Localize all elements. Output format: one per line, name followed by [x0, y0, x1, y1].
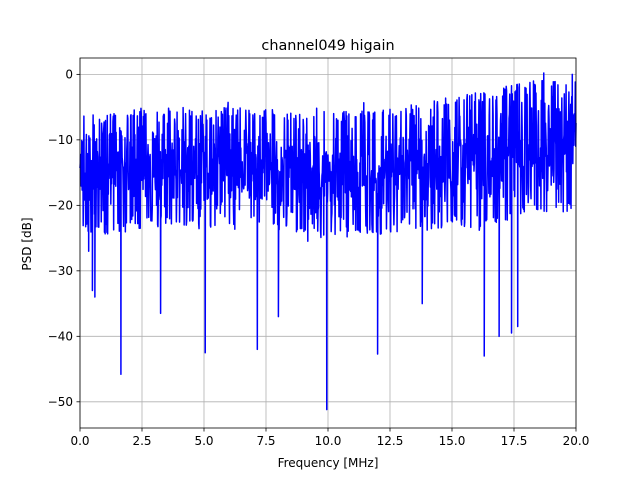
x-tick-label: 17.5: [501, 434, 528, 448]
y-axis-label: PSD [dB]: [20, 217, 34, 270]
x-tick-label: 12.5: [377, 434, 404, 448]
x-tick-label: 15.0: [439, 434, 466, 448]
psd-series-line: [79, 72, 577, 411]
y-tick-label: −30: [48, 264, 73, 278]
x-tick-label: 20.0: [563, 434, 590, 448]
x-tick-label: 7.5: [256, 434, 275, 448]
tick-layer: 0.0 2.5 5.0 7.5 10.0 12.5 15.0 17.5 20.0 0 −10 −20 −…: [48, 68, 590, 448]
y-tick-label: −40: [48, 330, 73, 344]
x-tick-label: 2.5: [132, 434, 151, 448]
chart-title: channel049 higain: [261, 38, 394, 54]
x-tick-label: 0.0: [70, 434, 89, 448]
x-axis-label: Frequency [MHz]: [278, 456, 379, 470]
y-tick-label: 0: [65, 68, 73, 82]
y-tick-label: −20: [48, 199, 73, 213]
x-tick-label: 10.0: [315, 434, 342, 448]
y-tick-label: −10: [48, 133, 73, 147]
data-layer: [79, 72, 577, 411]
x-tick-label: 5.0: [194, 434, 213, 448]
y-tick-label: −50: [48, 395, 73, 409]
